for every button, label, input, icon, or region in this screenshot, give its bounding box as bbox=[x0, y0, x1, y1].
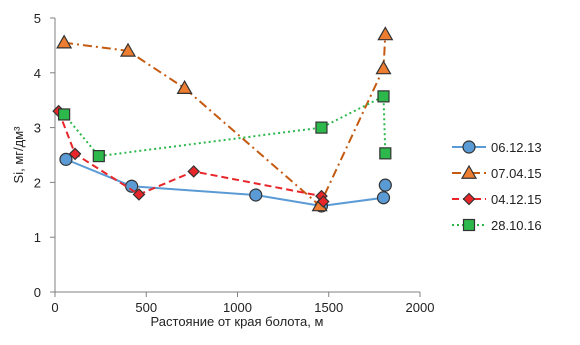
data-point bbox=[58, 108, 71, 121]
series-06.12.13 bbox=[59, 152, 392, 213]
x-axis-title: Растояние от края болота, м bbox=[151, 314, 324, 329]
y-axis-title: Si, мг/дм³ bbox=[11, 126, 26, 184]
data-point bbox=[315, 121, 328, 134]
data-point bbox=[68, 147, 82, 161]
data-point bbox=[59, 152, 73, 166]
legend: 06.12.13 07.04.15 04.12.15 28.10.16 bbox=[452, 140, 542, 233]
y-tick-label: 4 bbox=[34, 66, 41, 81]
series-layer bbox=[52, 26, 394, 213]
data-point bbox=[377, 90, 390, 103]
x-tick-label: 1000 bbox=[223, 300, 252, 315]
x-tick-label: 1500 bbox=[314, 300, 343, 315]
data-point bbox=[249, 188, 263, 202]
data-point bbox=[176, 79, 193, 94]
legend-label: 06.12.13 bbox=[491, 140, 542, 155]
data-point bbox=[375, 60, 392, 75]
legend-marker bbox=[462, 140, 476, 154]
legend-item: 04.12.15 bbox=[452, 192, 542, 207]
data-point bbox=[132, 188, 146, 201]
y-tick-label: 3 bbox=[34, 121, 41, 136]
x-tick-label: 0 bbox=[51, 300, 58, 315]
x-tick-label: 500 bbox=[135, 300, 157, 315]
data-point bbox=[187, 165, 201, 178]
legend-item: 06.12.13 bbox=[452, 140, 542, 155]
data-point bbox=[376, 191, 391, 205]
legend-marker bbox=[462, 192, 476, 206]
legend-item: 28.10.16 bbox=[452, 218, 542, 233]
legend-marker bbox=[460, 164, 478, 179]
legend-label: 04.12.15 bbox=[491, 192, 542, 207]
legend-marker bbox=[462, 218, 476, 232]
data-point bbox=[119, 42, 137, 57]
plot-area: 0 500 1000 1500 2000 0 1 2 3 4 5 bbox=[34, 11, 435, 315]
legend-label: 28.10.16 bbox=[491, 218, 542, 233]
y-tick-label: 5 bbox=[34, 11, 41, 26]
y-tick-label: 0 bbox=[34, 285, 41, 300]
data-point bbox=[316, 195, 330, 208]
data-point bbox=[377, 26, 394, 41]
series-line bbox=[65, 158, 387, 207]
y-tick-label: 1 bbox=[34, 230, 41, 245]
x-tick-label: 2000 bbox=[406, 300, 435, 315]
series-07.04.15 bbox=[56, 26, 394, 212]
data-point bbox=[379, 147, 392, 160]
data-point bbox=[378, 178, 392, 192]
series-line bbox=[63, 94, 387, 158]
y-tick-label: 2 bbox=[34, 175, 41, 190]
legend-item: 07.04.15 bbox=[452, 164, 542, 181]
legend-label: 07.04.15 bbox=[491, 166, 542, 181]
series-28.10.16 bbox=[58, 90, 392, 163]
axis-ticks: 0 500 1000 1500 2000 0 1 2 3 4 5 bbox=[34, 11, 435, 315]
data-point bbox=[92, 149, 105, 163]
data-point bbox=[56, 34, 73, 49]
